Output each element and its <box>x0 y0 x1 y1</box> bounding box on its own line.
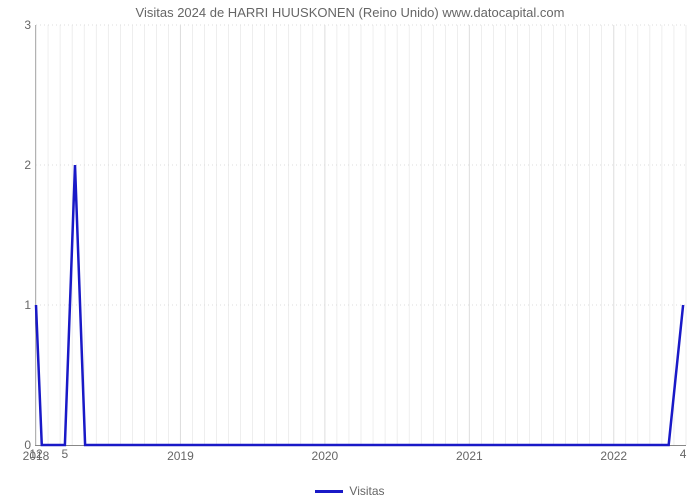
data-line <box>36 25 686 445</box>
x-tick-label: 2022 <box>600 449 627 463</box>
y-tick-label: 3 <box>16 18 31 32</box>
point-label: 4 <box>680 447 687 461</box>
x-tick-label: 2021 <box>456 449 483 463</box>
legend-swatch <box>315 490 343 493</box>
point-label: 5 <box>62 447 69 461</box>
x-tick-label: 2020 <box>312 449 339 463</box>
y-tick-label: 1 <box>16 298 31 312</box>
chart-container: Visitas 2024 de HARRI HUUSKONEN (Reino U… <box>0 0 700 500</box>
legend-label: Visitas <box>349 484 384 498</box>
y-tick-label: 2 <box>16 158 31 172</box>
chart-title: Visitas 2024 de HARRI HUUSKONEN (Reino U… <box>0 5 700 20</box>
plot-area: 0123201820192020202120221254 <box>35 25 686 446</box>
x-tick-label: 2019 <box>167 449 194 463</box>
point-label: 12 <box>29 447 42 461</box>
legend: Visitas <box>0 484 700 498</box>
